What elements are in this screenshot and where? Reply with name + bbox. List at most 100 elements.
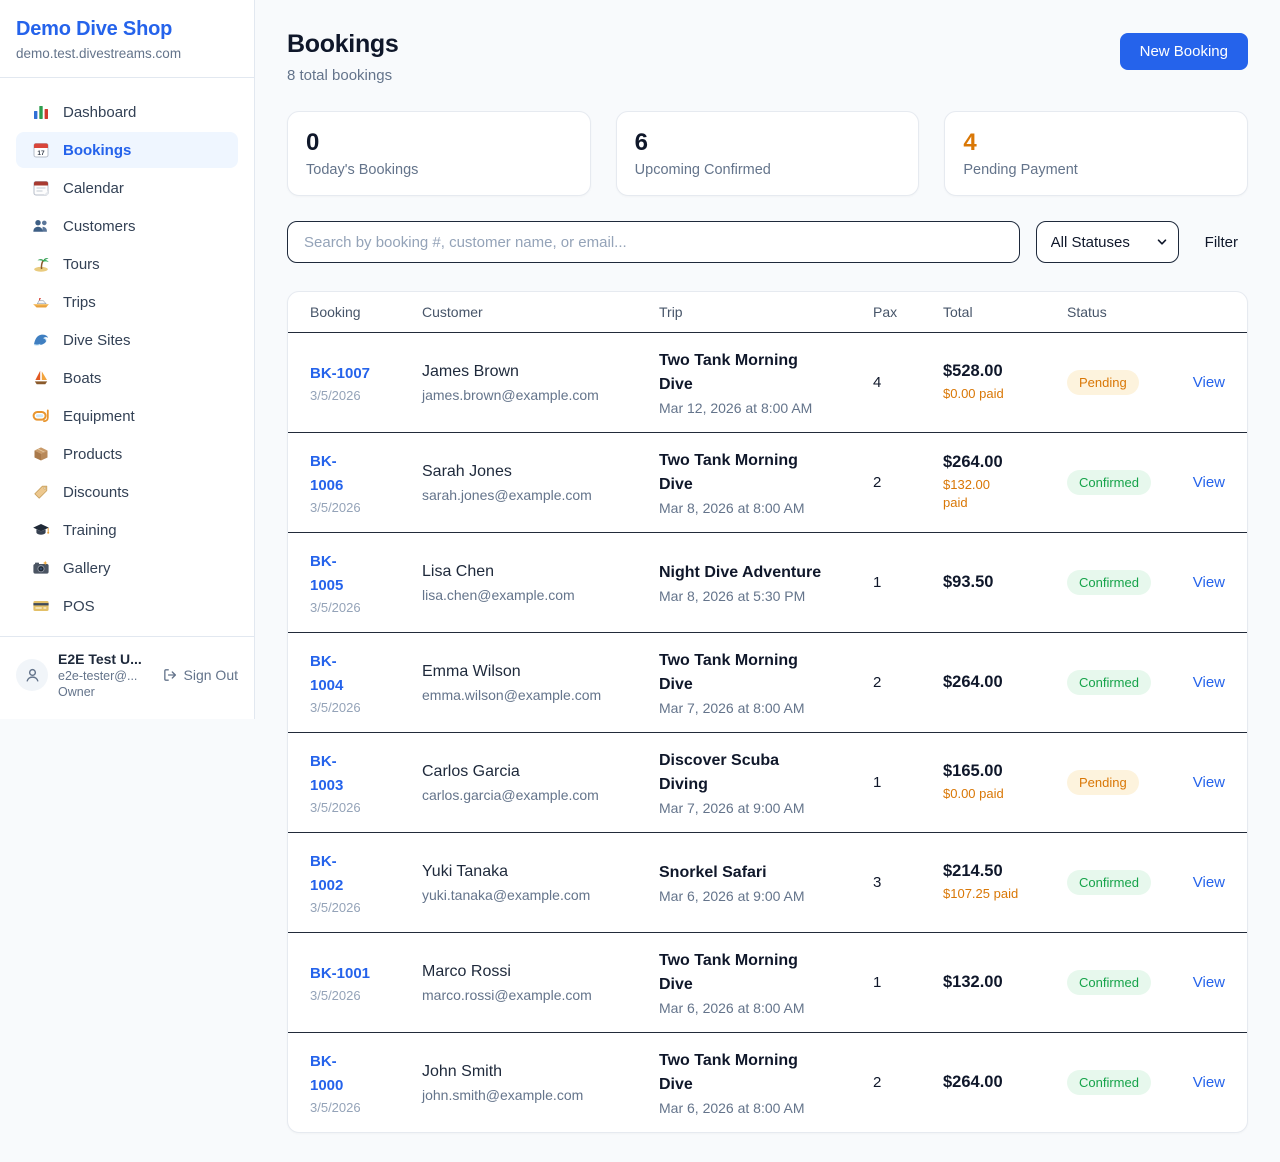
customer-email: yuki.tanaka@example.com [422,886,591,903]
trip-datetime: Mar 7, 2026 at 8:00 AM [659,699,805,716]
table-row: BK- 1004 3/5/2026 Emma Wilson emma.wilso… [288,632,1247,732]
paid-amount: $0.00 paid [943,385,1004,401]
customer-cell: Emma Wilson emma.wilson@example.com [422,662,659,703]
total-amount: $264.00 [943,1073,1003,1091]
view-link[interactable]: View [1192,573,1225,591]
customer-email: sarah.jones@example.com [422,486,592,503]
sidebar-item-gallery[interactable]: Gallery [16,550,238,586]
pax-count: 1 [873,574,882,591]
booking-number-link[interactable]: BK- 1000 [310,1053,344,1094]
view-link[interactable]: View [1192,673,1225,691]
view-link[interactable]: View [1192,873,1225,891]
booking-number-link[interactable]: BK- 1002 [310,853,344,894]
status-badge: Confirmed [1067,1070,1151,1095]
page-header: Bookings 8 total bookings New Booking [287,30,1248,84]
sidebar-item-equipment[interactable]: Equipment [16,398,238,434]
filter-button[interactable]: Filter [1195,234,1248,251]
booking-cell: BK- 1006 3/5/2026 [310,450,422,515]
paid-amount: $132.00 paid [943,476,990,510]
sidebar-item-training[interactable]: Training [16,512,238,548]
trip-datetime: Mar 8, 2026 at 8:00 AM [659,499,805,516]
customer-cell: Carlos Garcia carlos.garcia@example.com [422,762,659,803]
booking-date: 3/5/2026 [310,388,361,404]
stat-card-todays-bookings: 0 Today's Bookings [287,111,591,196]
customer-name: Lisa Chen [422,563,495,581]
sidebar-item-boats[interactable]: Boats [16,360,238,396]
total-amount: $528.00 [943,361,1003,380]
sign-out-button[interactable]: Sign Out [162,667,238,683]
booking-cell: BK-1007 3/5/2026 [310,362,422,403]
stats-row: 0 Today's Bookings 6 Upcoming Confirmed … [287,111,1249,196]
sidebar-item-products[interactable]: Products [16,436,238,472]
sidebar-item-bookings[interactable]: 17 Bookings [16,132,238,168]
booking-date: 3/5/2026 [310,899,361,915]
customer-email: carlos.garcia@example.com [422,786,599,803]
trip-datetime: Mar 8, 2026 at 5:30 PM [659,588,806,605]
sidebar-item-customers[interactable]: Customers [16,208,238,244]
table-row: BK- 1002 3/5/2026 Yuki Tanaka yuki.tanak… [288,832,1247,932]
booking-number-link[interactable]: BK- 1006 [310,453,344,494]
search-input[interactable] [287,221,1020,263]
brand-header: Demo Dive Shop demo.test.divestreams.com [0,0,254,78]
table-header-row: Booking Customer Trip Pax Total Status [288,292,1247,332]
actions-cell: View [1187,1074,1225,1092]
view-link[interactable]: View [1192,773,1225,791]
booking-number-link[interactable]: BK-1007 [310,364,371,382]
shop-domain: demo.test.divestreams.com [16,46,182,61]
filter-controls: All Statuses Filter [287,221,1248,263]
pax-count: 2 [873,474,882,491]
bookings-calendar-icon: 17 [32,141,50,159]
sidebar: Demo Dive Shop demo.test.divestreams.com… [0,0,255,719]
paid-amount: $0.00 paid [943,785,1004,801]
trip-cell: Snorkel Safari Mar 6, 2026 at 9:00 AM [659,861,873,904]
status-filter-select[interactable]: All Statuses [1035,221,1179,263]
view-link[interactable]: View [1192,373,1225,391]
column-header-booking: Booking [310,304,361,320]
view-link[interactable]: View [1192,473,1225,491]
sidebar-item-discounts[interactable]: Discounts [16,474,238,510]
graduation-cap-icon [32,521,50,539]
pax-count: 1 [873,974,882,991]
booking-number-link[interactable]: BK-1001 [310,964,371,982]
column-header-pax: Pax [873,304,898,320]
view-link[interactable]: View [1192,1073,1225,1091]
booking-cell: BK- 1000 3/5/2026 [310,1050,422,1115]
booking-cell: BK- 1005 3/5/2026 [310,550,422,615]
trip-datetime: Mar 6, 2026 at 9:00 AM [659,888,805,905]
status-cell: Pending [1067,370,1187,395]
total-amount: $132.00 [943,973,1003,991]
stat-value: 0 [306,129,320,156]
person-icon [25,668,39,682]
stat-label: Pending Payment [963,162,1078,178]
user-email: e2e-tester@... [58,669,138,683]
trip-cell: Two Tank Morning Dive Mar 7, 2026 at 8:0… [659,649,873,715]
sidebar-item-calendar[interactable]: Calendar [16,170,238,206]
booking-number-link[interactable]: BK- 1005 [310,553,344,594]
sidebar-item-tours[interactable]: Tours [16,246,238,282]
sidebar-item-pos[interactable]: POS [16,588,238,624]
user-footer: E2E Test U... e2e-tester@... Owner Sign … [0,636,254,719]
view-link[interactable]: View [1192,973,1225,991]
status-badge: Confirmed [1067,470,1151,495]
sidebar-item-trips[interactable]: Trips [16,284,238,320]
paid-amount: $107.25 paid [943,885,1019,901]
table-row: BK- 1003 3/5/2026 Carlos Garcia carlos.g… [288,732,1247,832]
sidebar-item-dashboard[interactable]: Dashboard [16,94,238,130]
status-filter: All Statuses [1035,221,1179,263]
pax-count: 3 [873,874,882,891]
booking-date: 3/5/2026 [310,599,361,615]
status-cell: Confirmed [1067,470,1187,495]
pax-count: 2 [873,1074,882,1091]
table-row: BK- 1005 3/5/2026 Lisa Chen lisa.chen@ex… [288,532,1247,632]
trip-name: Snorkel Safari [659,863,767,881]
customer-email: marco.rossi@example.com [422,986,592,1003]
customer-cell: James Brown james.brown@example.com [422,362,659,403]
trip-name: Discover Scuba Diving [659,752,780,793]
table-row: BK-1001 3/5/2026 Marco Rossi marco.rossi… [288,932,1247,1032]
sidebar-item-dive-sites[interactable]: Dive Sites [16,322,238,358]
new-booking-button[interactable]: New Booking [1119,33,1248,70]
people-icon [32,217,50,235]
booking-number-link[interactable]: BK- 1004 [310,653,344,694]
booking-number-link[interactable]: BK- 1003 [310,753,344,794]
stat-label: Upcoming Confirmed [634,162,771,178]
